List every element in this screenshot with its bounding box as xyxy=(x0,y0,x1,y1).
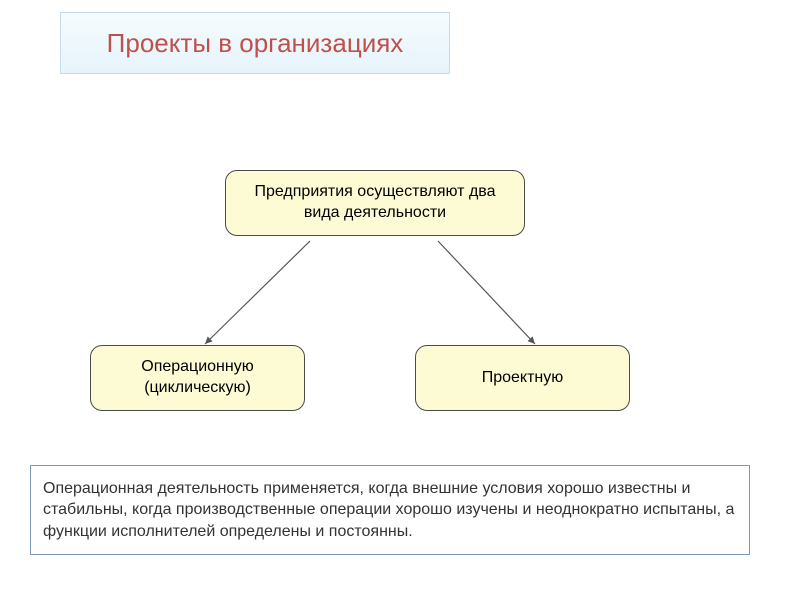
node-left: Операционную (циклическую) xyxy=(90,345,305,411)
node-top-label: Предприятия осуществляют два вида деятел… xyxy=(238,182,512,224)
title-text: Проекты в организациях xyxy=(107,28,404,59)
title-box: Проекты в организациях xyxy=(60,12,450,74)
footer-text: Операционная деятельность применяется, к… xyxy=(43,478,737,543)
node-top: Предприятия осуществляют два вида деятел… xyxy=(225,170,525,236)
node-left-label: Операционную (циклическую) xyxy=(103,357,292,399)
node-right: Проектную xyxy=(415,345,630,411)
footer-box: Операционная деятельность применяется, к… xyxy=(30,465,750,555)
node-right-label: Проектную xyxy=(482,368,564,389)
